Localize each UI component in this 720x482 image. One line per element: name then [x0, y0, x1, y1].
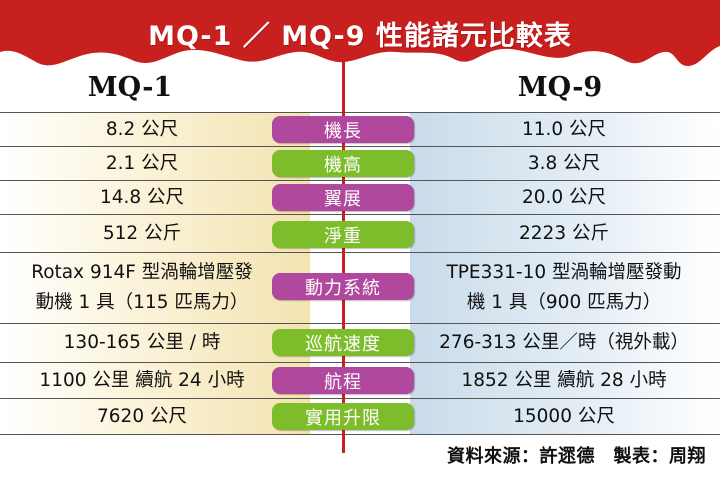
row-divider: [0, 434, 342, 435]
row-divider: [345, 398, 720, 399]
row-divider: [0, 112, 342, 113]
column-header-mq1: MQ-1: [87, 72, 173, 103]
row-divider: [345, 362, 720, 363]
mq1-wingspan-value: 14.8 公尺: [99, 186, 185, 208]
mq9-weight-value: 2223 公斤: [519, 222, 609, 244]
mq1-column-background: [0, 112, 310, 434]
row-label-height: 機高: [272, 150, 414, 177]
row-label-weight: 淨重: [272, 221, 414, 248]
row-divider: [0, 398, 342, 399]
row-divider: [345, 252, 720, 253]
mq9-column-background: [410, 112, 720, 434]
title-banner: [0, 0, 720, 66]
banner-drip-shape: [0, 0, 720, 66]
row-divider: [0, 146, 342, 147]
mq9-cruise-speed-value: 276-313 公里／時（視外載）: [439, 332, 689, 353]
mq9-height-value: 3.8 公尺: [527, 152, 601, 174]
row-label-range: 航程: [272, 367, 414, 394]
row-divider: [345, 112, 720, 113]
row-divider: [0, 252, 342, 253]
row-label-wingspan: 翼展: [272, 184, 414, 211]
center-axis-line: [342, 58, 345, 453]
row-label-length: 機長: [272, 116, 414, 143]
mq9-range-value: 1852 公里 續航 28 小時: [461, 369, 667, 391]
mq1-weight-value: 512 公斤: [102, 222, 182, 244]
mq1-range-value: 1100 公里 續航 24 小時: [39, 369, 245, 391]
row-divider: [345, 214, 720, 215]
row-divider: [345, 180, 720, 181]
page-title: MQ-1 ／ MQ-9 性能諸元比較表: [148, 21, 572, 52]
row-divider: [0, 362, 342, 363]
mq1-height-value: 2.1 公尺: [105, 152, 179, 174]
mq1-ceiling-value: 7620 公尺: [97, 405, 187, 427]
row-divider: [345, 323, 720, 324]
mq1-cruise-speed-value: 130-165 公里 / 時: [63, 332, 221, 353]
mq9-length-value: 11.0 公尺: [521, 118, 607, 140]
mq9-wingspan-value: 20.0 公尺: [521, 186, 607, 208]
mq1-engine-value: Rotax 914F 型渦輪增壓發 動機 1 具（115 匹馬力）: [31, 262, 253, 313]
row-divider: [0, 180, 342, 181]
row-label-ceiling: 實用升限: [272, 403, 414, 430]
source-credit: 資料來源：許遝德 製表：周翔: [447, 446, 706, 467]
row-label-engine: 動力系統: [272, 273, 414, 300]
mq1-length-value: 8.2 公尺: [105, 118, 179, 140]
mq9-engine-value: TPE331-10 型渦輪增壓發動 機 1 具（900 匹馬力）: [446, 262, 682, 313]
column-header-mq9: MQ-9: [517, 72, 603, 103]
row-divider: [345, 146, 720, 147]
mq9-ceiling-value: 15000 公尺: [513, 405, 615, 427]
row-divider: [345, 434, 720, 435]
row-divider: [0, 214, 342, 215]
row-divider: [0, 323, 342, 324]
row-label-cruise-speed: 巡航速度: [272, 329, 414, 356]
